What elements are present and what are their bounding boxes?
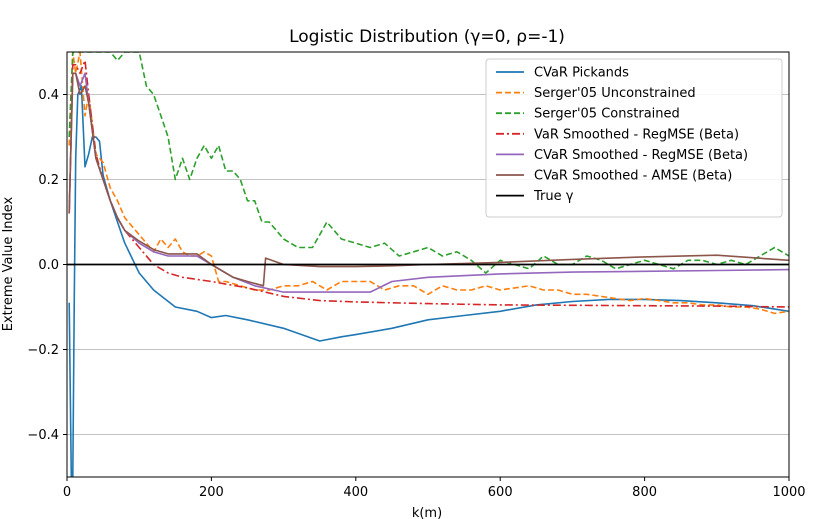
axis-ticks: −0.4 −0.2 0.0 0.2 0.4 0 200 400 600 800 1000 <box>27 88 805 500</box>
legend-label-5: CVaR Smoothed - AMSE (Beta) <box>534 169 732 184</box>
legend-label-6: True γ <box>533 189 574 204</box>
x-tick-label: 600 <box>488 485 513 500</box>
x-tick-label: 200 <box>199 485 224 500</box>
x-axis-label: k(m) <box>412 506 442 519</box>
legend-label-0: CVaR Pickands <box>534 66 629 81</box>
data-series <box>67 52 789 477</box>
y-axis-label: Extreme Value Index <box>1 196 16 331</box>
y-tick-label: −0.2 <box>27 343 59 358</box>
x-tick-label: 400 <box>343 485 368 500</box>
x-tick-label: 800 <box>632 485 657 500</box>
chart-title: Logistic Distribution (γ=0, ρ=-1) <box>289 27 565 47</box>
series-line-1 <box>68 52 789 315</box>
legend-label-2: Serger'05 Constrained <box>534 107 680 122</box>
y-tick-label: −0.4 <box>27 428 59 443</box>
legend-label-1: Serger'05 Unconstrained <box>534 86 696 101</box>
legend: CVaR Pickands Serger'05 Unconstrained Serg… <box>485 58 783 218</box>
legend-label-4: CVaR Smoothed - RegMSE (Beta) <box>534 148 748 163</box>
x-tick-label: 1000 <box>772 485 805 500</box>
x-tick-label: 0 <box>63 485 71 500</box>
y-tick-label: 0.4 <box>38 88 59 103</box>
legend-box <box>485 58 783 218</box>
y-tick-label: 0.2 <box>38 173 59 188</box>
legend-label-3: VaR Smoothed - RegMSE (Beta) <box>534 127 739 142</box>
y-tick-label: 0.0 <box>38 258 59 273</box>
series-line-0 <box>68 85 789 477</box>
series-line-3 <box>68 59 789 308</box>
